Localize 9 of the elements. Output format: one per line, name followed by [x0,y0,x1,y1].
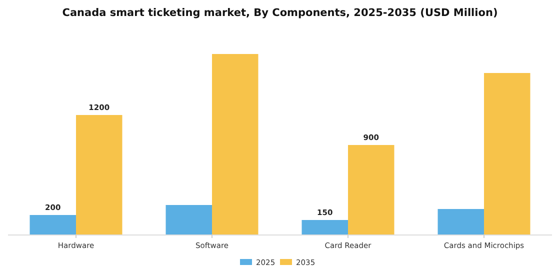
bar [438,209,484,235]
chart-title: Canada smart ticketing market, By Components, 2025-2035 (USD Million) [62,7,498,19]
bar [30,215,76,235]
bar [348,145,394,235]
bar [484,73,530,235]
bar [212,54,258,235]
bar [166,205,212,235]
bar [76,115,122,235]
bar [302,220,348,235]
